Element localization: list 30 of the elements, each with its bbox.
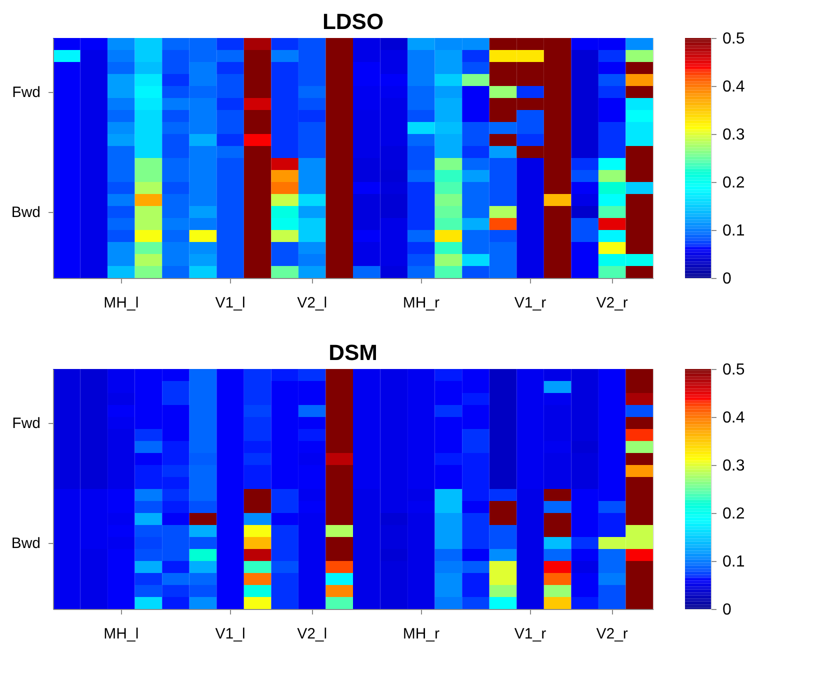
chart-title: DSM bbox=[328, 340, 378, 365]
color-bar-label: 0.2 bbox=[722, 506, 745, 522]
color-bar-label: 0.1 bbox=[722, 222, 745, 240]
x-tick-label: MH_l bbox=[104, 626, 139, 642]
color-bar-label: 0.4 bbox=[722, 78, 745, 96]
color-bar-label: 0.3 bbox=[722, 126, 745, 144]
x-tick-label: MH_r bbox=[402, 294, 440, 312]
color-bar-label: 0.5 bbox=[722, 362, 745, 378]
x-tick-label: V2_r bbox=[596, 626, 628, 642]
x-tick-label: MH_r bbox=[402, 626, 440, 642]
x-tick-label: V1_l bbox=[215, 294, 246, 312]
chart-title: LDSO bbox=[322, 9, 384, 34]
x-tick-label: V2_l bbox=[297, 626, 328, 642]
x-tick-label: V1_r bbox=[514, 626, 546, 642]
color-bar-label: 0 bbox=[722, 270, 732, 288]
y-tick-label: Fwd bbox=[12, 84, 40, 101]
x-tick-label: MH_l bbox=[104, 294, 139, 312]
color-bar-label: 0 bbox=[722, 602, 732, 618]
color-bar-label: 0.1 bbox=[722, 554, 745, 570]
x-tick-label: V1_r bbox=[514, 294, 546, 312]
color-bar-label: 0.5 bbox=[722, 30, 745, 48]
y-tick-label: Bwd bbox=[11, 535, 40, 552]
color-bar-label: 0.3 bbox=[722, 458, 745, 474]
color-bar-label: 0.2 bbox=[722, 174, 745, 192]
color-bar-label: 0.4 bbox=[722, 410, 745, 426]
x-tick-label: V1_l bbox=[215, 626, 246, 642]
x-tick-label: V2_l bbox=[297, 294, 328, 312]
x-tick-label: V2_r bbox=[596, 294, 628, 312]
y-tick-label: Bwd bbox=[11, 204, 40, 221]
y-tick-label: Fwd bbox=[12, 415, 40, 432]
